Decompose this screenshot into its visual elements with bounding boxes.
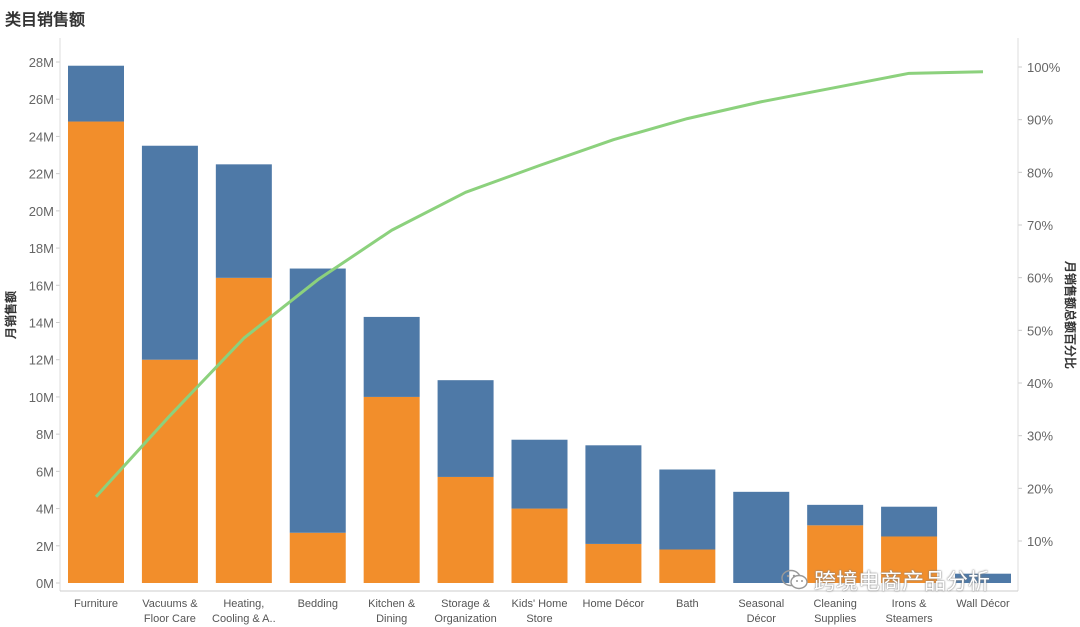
y-tick-label: 0M	[36, 576, 54, 591]
wechat-icon	[780, 568, 810, 598]
bar-segment-orange	[585, 543, 642, 583]
y-axis-title: 月销售额	[3, 291, 18, 340]
y-tick-label: 26M	[29, 92, 54, 107]
y2-tick-label: 70%	[1027, 218, 1053, 233]
y-axis-ticks: 0M 2M 4M 6M 8M 10M 12M 14M 16M 18M 20M 22M 24M 26M 28M	[29, 55, 60, 591]
x-tick-label: Kitchen & Dining	[368, 598, 416, 625]
y-tick-label: 6M	[36, 464, 54, 479]
x-tick-label: Home Décor	[583, 598, 645, 610]
bar-segment-orange	[289, 532, 346, 583]
y2-tick-label: 60%	[1027, 271, 1053, 286]
x-tick-label: Vacuums & Floor Care	[142, 598, 198, 625]
y-tick-label: 28M	[29, 55, 54, 70]
x-tick-label: Bath	[676, 598, 699, 610]
watermark: 跨境电商产品分析	[780, 564, 990, 598]
y-tick-label: 8M	[36, 427, 54, 442]
y-tick-label: 20M	[29, 204, 54, 219]
y-tick-label: 22M	[29, 167, 54, 182]
y2-tick-label: 50%	[1027, 323, 1053, 338]
x-tick-label: Kids' Home Store	[512, 598, 568, 625]
y-tick-label: 24M	[29, 129, 54, 144]
bar-segment-orange	[363, 396, 420, 583]
bar-segment-orange	[511, 508, 568, 583]
x-tick-label: Bedding	[298, 598, 338, 610]
chart-title: 类目销售额	[5, 10, 86, 29]
bar-segment-blue	[881, 506, 938, 537]
bar-segment-blue	[733, 491, 790, 583]
x-tick-label: Seasonal Décor	[738, 598, 784, 625]
y2-axis-title: 月销售额总额百分比	[1063, 260, 1078, 369]
y2-tick-label: 10%	[1027, 534, 1053, 549]
bar-segment-orange	[807, 525, 864, 583]
y2-tick-label: 80%	[1027, 165, 1053, 180]
y-tick-label: 14M	[29, 316, 54, 331]
bar-segment-blue	[511, 439, 568, 509]
x-tick-label: Storage & Organization	[434, 598, 496, 625]
bar-segment-blue	[363, 316, 420, 397]
y2-tick-label: 100%	[1027, 60, 1061, 75]
bar-segment-orange	[881, 536, 938, 583]
x-tick-label: Cleaning Supplies	[813, 598, 856, 625]
x-axis-ticks: Furniture Vacuums & Floor Care Heating, Cool…	[74, 598, 1010, 625]
bar-segment-blue	[68, 65, 124, 122]
bar-segment-blue	[215, 164, 272, 278]
y2-axis-ticks: 10% 20% 30% 40% 50% 60% 70% 80% 90% 100%	[1018, 60, 1061, 549]
watermark-text: 跨境电商产品分析	[814, 570, 991, 595]
cumulative-percent-line	[94, 70, 984, 498]
bar-segment-blue	[807, 504, 864, 526]
bar-segment-blue	[585, 445, 642, 544]
x-tick-label: Irons & Steamers	[886, 598, 934, 625]
bar-segment-orange	[68, 121, 124, 584]
bar-segment-blue	[289, 268, 346, 533]
x-tick-label: Wall Décor	[956, 598, 1010, 610]
bar-segment-orange	[659, 549, 716, 583]
bar-segment-blue	[437, 380, 494, 477]
bar-segment-blue	[141, 145, 198, 360]
bar-segment-blue	[955, 573, 1011, 583]
y-tick-label: 16M	[29, 278, 54, 293]
y2-tick-label: 30%	[1027, 429, 1053, 444]
y-tick-label: 4M	[36, 502, 54, 517]
y-tick-label: 10M	[29, 390, 54, 405]
y2-tick-label: 90%	[1027, 113, 1053, 128]
x-tick-label: Heating, Cooling & A..	[212, 598, 276, 625]
bar-segment-orange	[215, 277, 272, 583]
bar-segment-orange	[437, 476, 494, 583]
bars	[68, 65, 1011, 584]
y-tick-label: 18M	[29, 241, 54, 256]
y-tick-label: 12M	[29, 353, 54, 368]
bar-segment-blue	[659, 469, 716, 550]
y2-tick-label: 20%	[1027, 481, 1053, 496]
x-tick-label: Furniture	[74, 598, 118, 610]
y-tick-label: 2M	[36, 539, 54, 554]
y2-tick-label: 40%	[1027, 376, 1053, 391]
cumulative-line-layer	[94, 70, 984, 498]
